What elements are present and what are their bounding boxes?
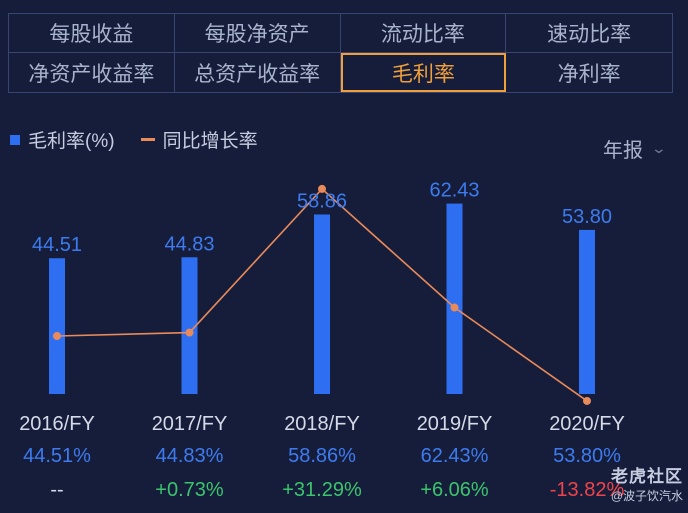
- growth-row-cell-3: +6.06%: [420, 479, 489, 501]
- chart-legend: 毛利率(%) 同比增长率: [10, 126, 284, 153]
- legend-item-bar: 毛利率(%): [10, 126, 115, 153]
- growth-point-3: [450, 303, 459, 312]
- tab-2[interactable]: 流动比率: [340, 14, 507, 53]
- value-row-cell-1: 44.83%: [156, 445, 224, 467]
- tab-5[interactable]: 总资产收益率: [175, 53, 341, 92]
- tab-7[interactable]: 净利率: [557, 62, 621, 86]
- tab-3[interactable]: 速动比率: [506, 14, 672, 53]
- growth-point-0: [53, 332, 61, 340]
- bar-4: [579, 229, 595, 394]
- growth-point-2: [318, 184, 326, 193]
- period-selector[interactable]: 年报 ⌄: [603, 134, 668, 163]
- category-label-4: 2020/FY: [549, 413, 625, 435]
- legend-bar-label: 毛利率(%): [28, 131, 115, 152]
- legend-line-swatch: [140, 138, 155, 141]
- growth-point-1: [185, 328, 194, 337]
- watermark: 老虎社区 @波子饮汽水: [578, 462, 683, 504]
- bar-2: [314, 214, 330, 394]
- bar-1: [181, 257, 198, 394]
- tab-6[interactable]: 毛利率: [340, 53, 507, 92]
- legend-line-label: 同比增长率: [162, 131, 258, 152]
- bar-3: [446, 203, 463, 394]
- legend-item-line: 同比增长率: [140, 126, 258, 153]
- legend-bar-swatch: [10, 134, 20, 145]
- growth-row-cell-4: -13.82%: [550, 479, 625, 501]
- category-label-3: 2019/FY: [417, 413, 493, 435]
- watermark-title: 老虎社区: [611, 467, 683, 486]
- bar-value-label-3: 62.43: [429, 180, 479, 202]
- watermark-handle: @波子饮汽水: [610, 489, 683, 503]
- tab-0[interactable]: 每股收益: [9, 14, 175, 53]
- chevron-down-icon: ⌄: [650, 140, 668, 156]
- growth-row-cell-0: --: [50, 479, 63, 501]
- tab-1[interactable]: 每股净资产: [174, 14, 341, 53]
- growth-row-cell-2: +31.29%: [282, 479, 362, 501]
- value-row-cell-4: 53.80%: [553, 445, 621, 467]
- indicator-tabs: 每股收益 每股净资产 流动比率 速动比率净资产收益率 总资产收益率 毛利率 净利率: [8, 13, 673, 93]
- period-label: 年报: [603, 140, 643, 162]
- tab-4[interactable]: 净资产收益率: [9, 53, 175, 92]
- category-label-0: 2016/FY: [19, 413, 95, 435]
- bar-value-label-4: 53.80: [562, 206, 612, 228]
- bar-0: [49, 258, 65, 394]
- value-row-cell-2: 58.86%: [288, 445, 356, 467]
- category-label-2: 2018/FY: [284, 413, 360, 435]
- bar-value-label-0: 44.51: [32, 234, 82, 256]
- growth-row-cell-1: +0.73%: [155, 479, 224, 501]
- bar-value-label-2: 58.86: [297, 190, 347, 212]
- value-row-cell-0: 44.51%: [23, 445, 91, 467]
- value-row-cell-3: 62.43%: [421, 445, 489, 467]
- category-label-1: 2017/FY: [152, 413, 228, 435]
- growth-point-4: [583, 396, 591, 405]
- bar-value-label-1: 44.83: [164, 233, 214, 255]
